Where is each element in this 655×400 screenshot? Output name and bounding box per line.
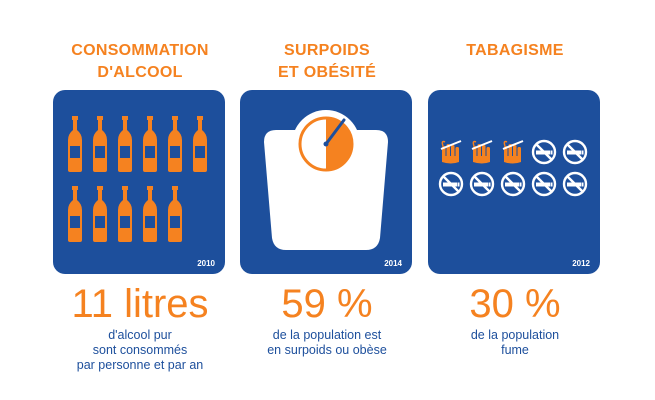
alcohol-value: 11 litres xyxy=(71,282,209,326)
obesity-description: de la population est en surpoids ou obès… xyxy=(232,328,422,358)
alcohol-heading-line-2: D'ALCOOL xyxy=(97,64,183,81)
alcohol-description-line-1: d'alcool pur xyxy=(108,328,172,342)
smoking-year: 2012 xyxy=(572,259,590,268)
smoking-hand-icon xyxy=(471,140,493,164)
bottles-illustration xyxy=(68,116,207,242)
smoking-value: 30 % xyxy=(469,282,561,326)
alcohol-heading-line-1: CONSOMMATION xyxy=(71,42,209,59)
bottle-icon xyxy=(93,186,107,242)
bottle-icon xyxy=(168,116,182,172)
smoking-description-line-2: fume xyxy=(501,343,529,357)
obesity-description-line-1: de la population est xyxy=(272,328,382,342)
no-smoking-icon xyxy=(531,171,557,197)
no-smoking-icon xyxy=(438,171,464,197)
obesity-card: 2014 xyxy=(240,90,412,274)
smoking-section: TABAGISME 2012 30 % de la population fum… xyxy=(420,0,610,400)
obesity-heading: SURPOIDS ET OBÉSITÉ xyxy=(232,40,422,84)
obesity-year: 2014 xyxy=(384,259,402,268)
bottle-icon xyxy=(168,186,182,242)
bottle-icon xyxy=(68,116,82,172)
smoking-hand-icon xyxy=(440,140,462,164)
no-smoking-icon xyxy=(562,139,588,165)
no-smoking-icon xyxy=(469,171,495,197)
scale-icon xyxy=(264,110,388,250)
alcohol-card: 2010 xyxy=(53,90,225,274)
smoking-heading-line-1: TABAGISME xyxy=(466,42,564,59)
bottle-icon xyxy=(118,186,132,242)
smoking-heading: TABAGISME xyxy=(420,40,610,62)
bottle-icon xyxy=(143,186,157,242)
bottle-icon xyxy=(68,186,82,242)
obesity-description-line-2: en surpoids ou obèse xyxy=(267,343,387,357)
obesity-section: SURPOIDS ET OBÉSITÉ 2014 59 % de la popu… xyxy=(232,0,422,400)
obesity-value: 59 % xyxy=(281,282,373,326)
alcohol-description-line-3: par personne et par an xyxy=(76,358,204,372)
smoking-card: 2012 xyxy=(428,90,600,274)
smoking-hand-icon xyxy=(502,140,524,164)
no-smoking-icon xyxy=(562,171,588,197)
bottle-icon xyxy=(143,116,157,172)
no-smoking-icon xyxy=(500,171,526,197)
bottle-icon xyxy=(118,116,132,172)
bottle-icon xyxy=(93,116,107,172)
smoking-illustration xyxy=(438,139,588,197)
obesity-heading-line-1: SURPOIDS xyxy=(284,42,370,59)
alcohol-description: d'alcool pur sont consommés par personne… xyxy=(45,328,235,373)
bottle-icon xyxy=(193,116,207,172)
no-smoking-icon xyxy=(531,139,557,165)
alcohol-heading: CONSOMMATION D'ALCOOL xyxy=(45,40,235,84)
obesity-heading-line-2: ET OBÉSITÉ xyxy=(277,64,377,81)
alcohol-year: 2010 xyxy=(197,259,215,268)
alcohol-section: CONSOMMATION D'ALCOOL 2010 11 litres d'a… xyxy=(45,0,235,400)
smoking-description-line-1: de la population xyxy=(470,328,560,342)
alcohol-description-line-2: sont consommés xyxy=(92,343,188,357)
smoking-description: de la population fume xyxy=(420,328,610,358)
